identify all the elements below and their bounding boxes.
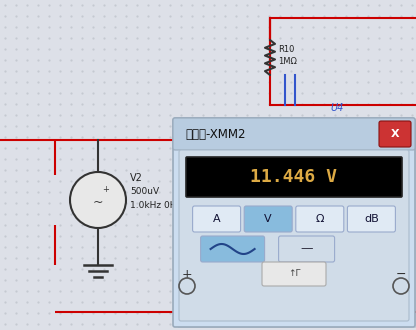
Text: R10: R10 bbox=[278, 46, 295, 54]
Text: 500uV: 500uV bbox=[130, 187, 159, 196]
FancyBboxPatch shape bbox=[244, 206, 292, 232]
Bar bbox=[175, 142, 413, 148]
Text: A: A bbox=[213, 214, 220, 224]
FancyBboxPatch shape bbox=[347, 206, 395, 232]
FancyBboxPatch shape bbox=[186, 157, 402, 197]
Text: Ω: Ω bbox=[316, 214, 324, 224]
FancyBboxPatch shape bbox=[178, 123, 416, 328]
FancyBboxPatch shape bbox=[379, 121, 411, 147]
Text: ↑Γ: ↑Γ bbox=[288, 270, 300, 279]
Text: 1.0kHz 0Hz: 1.0kHz 0Hz bbox=[130, 202, 181, 211]
FancyBboxPatch shape bbox=[262, 262, 326, 286]
FancyBboxPatch shape bbox=[193, 206, 240, 232]
Circle shape bbox=[70, 172, 126, 228]
Text: —: — bbox=[300, 243, 313, 255]
Text: dB: dB bbox=[364, 214, 379, 224]
FancyBboxPatch shape bbox=[173, 118, 415, 150]
Text: +: + bbox=[103, 185, 109, 194]
Text: X: X bbox=[391, 129, 399, 139]
Text: −: − bbox=[396, 268, 406, 280]
FancyBboxPatch shape bbox=[201, 236, 265, 262]
Text: 11.446 V: 11.446 V bbox=[250, 168, 337, 186]
Text: 1MΩ: 1MΩ bbox=[278, 57, 297, 67]
Text: ~: ~ bbox=[93, 195, 103, 209]
FancyBboxPatch shape bbox=[179, 150, 409, 321]
Text: U4: U4 bbox=[330, 103, 343, 113]
Text: 万用表-XMM2: 万用表-XMM2 bbox=[185, 127, 245, 141]
Text: +: + bbox=[182, 268, 192, 280]
Text: V2: V2 bbox=[130, 173, 143, 183]
Text: V: V bbox=[265, 214, 272, 224]
FancyBboxPatch shape bbox=[279, 236, 334, 262]
FancyBboxPatch shape bbox=[296, 206, 344, 232]
FancyBboxPatch shape bbox=[173, 118, 415, 327]
